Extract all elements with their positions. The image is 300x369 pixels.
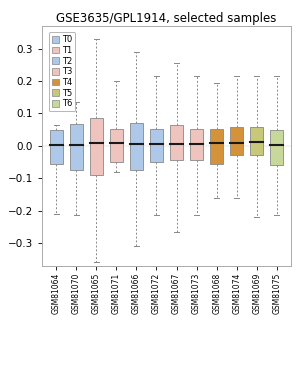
- Bar: [230, 127, 243, 155]
- Bar: [270, 130, 284, 165]
- Bar: [70, 124, 83, 170]
- Bar: [90, 118, 103, 175]
- Bar: [250, 127, 263, 155]
- Bar: [190, 129, 203, 161]
- Bar: [150, 128, 163, 162]
- Legend: T0, T1, T2, T3, T4, T5, T6: T0, T1, T2, T3, T4, T5, T6: [49, 32, 75, 111]
- Bar: [110, 129, 123, 162]
- Bar: [210, 129, 223, 163]
- Bar: [50, 130, 63, 163]
- Title: GSE3635/GPL1914, selected samples: GSE3635/GPL1914, selected samples: [56, 12, 277, 25]
- Bar: [130, 123, 143, 170]
- Bar: [170, 125, 183, 161]
